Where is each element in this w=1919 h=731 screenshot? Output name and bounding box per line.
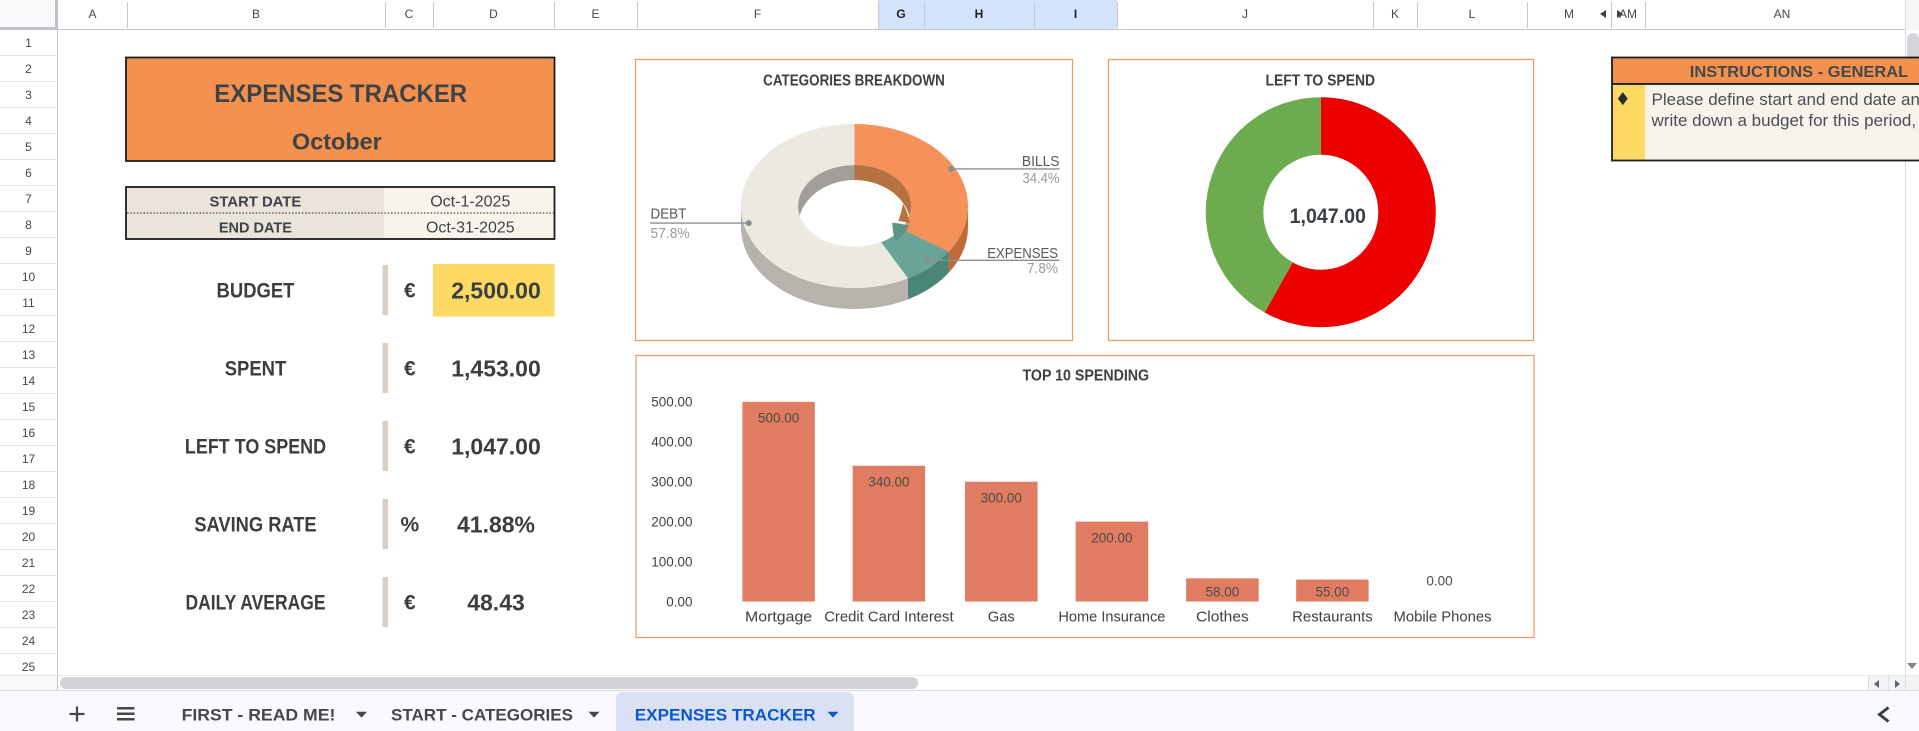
svg-text:0.00: 0.00 [666, 594, 692, 609]
svg-text:Mobile Phones: Mobile Phones [1394, 609, 1492, 626]
svg-text:START - CATEGORIES: START - CATEGORIES [391, 705, 573, 724]
svg-text:34.4%: 34.4% [1023, 170, 1060, 187]
svg-text:Please define start and end da: Please define start and end date and [1652, 90, 1919, 109]
svg-text:55.00: 55.00 [1316, 584, 1350, 599]
svg-text:October: October [292, 129, 382, 155]
svg-text:EXPENSES: EXPENSES [987, 245, 1058, 262]
svg-text:SAVING RATE: SAVING RATE [194, 514, 316, 537]
svg-text:€: € [404, 358, 416, 381]
svg-text:41.88%: 41.88% [457, 511, 535, 537]
svg-text:Oct-1-2025: Oct-1-2025 [430, 194, 510, 211]
svg-text:€: € [404, 592, 416, 615]
svg-text:0.00: 0.00 [1426, 574, 1452, 589]
svg-text:Mortgage: Mortgage [745, 609, 812, 626]
svg-text:48.43: 48.43 [467, 589, 525, 615]
svg-text:340.00: 340.00 [868, 475, 909, 490]
svg-text:100.00: 100.00 [651, 554, 692, 569]
svg-text:1,047.00: 1,047.00 [451, 433, 541, 459]
svg-text:Home Insurance: Home Insurance [1058, 609, 1165, 626]
svg-text:TOP 10 SPENDING: TOP 10 SPENDING [1023, 368, 1150, 385]
svg-text:BILLS: BILLS [1022, 153, 1060, 170]
svg-text:write down a budget for this p: write down a budget for this period, so [1651, 111, 1919, 130]
svg-text:57.8%: 57.8% [651, 225, 690, 242]
svg-text:BUDGET: BUDGET [217, 280, 295, 303]
svg-text:EXPENSES TRACKER: EXPENSES TRACKER [635, 705, 816, 724]
svg-text:Restaurants: Restaurants [1292, 609, 1373, 626]
svg-text:CATEGORIES BREAKDOWN: CATEGORIES BREAKDOWN [763, 72, 945, 89]
svg-text:400.00: 400.00 [651, 435, 692, 450]
svg-text:1,047.00: 1,047.00 [1290, 205, 1366, 228]
svg-text:300.00: 300.00 [981, 491, 1022, 506]
svg-text:DEBT: DEBT [651, 206, 687, 223]
svg-text:500.00: 500.00 [651, 395, 692, 410]
svg-text:SPENT: SPENT [225, 358, 287, 381]
svg-text:DAILY AVERAGE: DAILY AVERAGE [185, 592, 325, 615]
svg-text:Gas: Gas [988, 609, 1015, 626]
svg-text:€: € [404, 436, 416, 459]
svg-text:INSTRUCTIONS - GENERAL: INSTRUCTIONS - GENERAL [1690, 64, 1909, 81]
svg-text:LEFT TO SPEND: LEFT TO SPEND [185, 436, 326, 459]
svg-text:Clothes: Clothes [1196, 609, 1249, 626]
svg-text:300.00: 300.00 [651, 475, 692, 490]
svg-text:1,453.00: 1,453.00 [451, 355, 541, 381]
svg-text:200.00: 200.00 [1091, 531, 1132, 546]
svg-text:FIRST - READ ME!: FIRST - READ ME! [182, 705, 336, 724]
svg-text:200.00: 200.00 [651, 515, 692, 530]
svg-text:EXPENSES TRACKER: EXPENSES TRACKER [214, 80, 467, 108]
svg-text:START DATE: START DATE [210, 193, 302, 210]
svg-text:€: € [404, 280, 416, 303]
svg-text:2,500.00: 2,500.00 [451, 277, 541, 303]
svg-text:END DATE: END DATE [219, 219, 292, 236]
svg-text:%: % [400, 514, 419, 537]
svg-text:Oct-31-2025: Oct-31-2025 [426, 220, 515, 237]
svg-text:58.00: 58.00 [1206, 584, 1240, 599]
svg-text:Credit Card Interest: Credit Card Interest [824, 609, 954, 626]
svg-text:LEFT TO SPEND: LEFT TO SPEND [1266, 72, 1376, 89]
svg-text:500.00: 500.00 [758, 411, 799, 426]
svg-text:7.8%: 7.8% [1027, 260, 1058, 277]
